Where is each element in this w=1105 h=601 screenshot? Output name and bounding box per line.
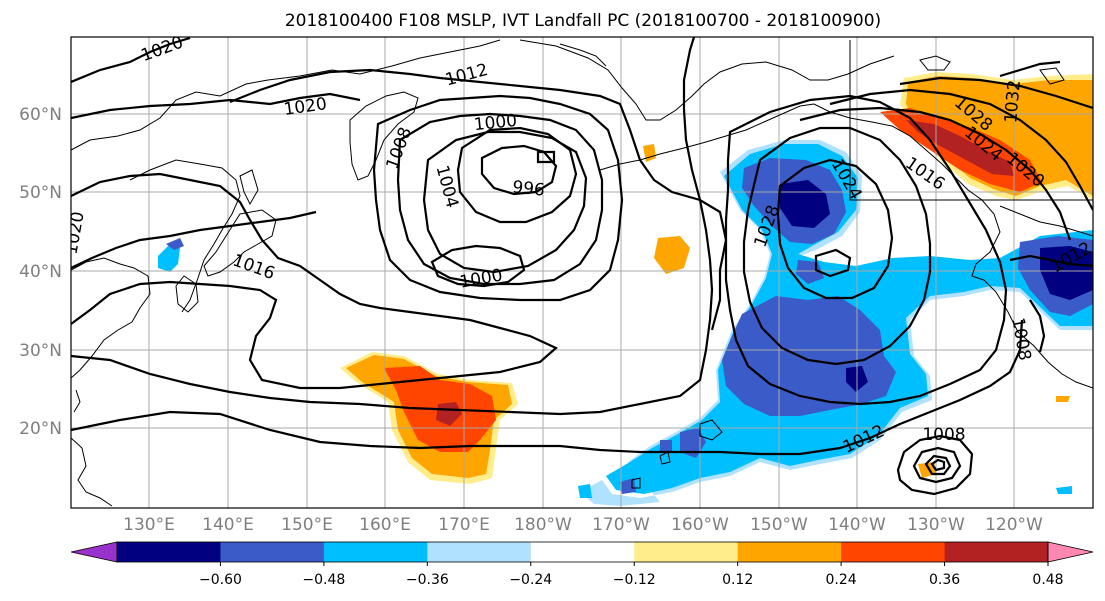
- negative-ivt-anomalies: [158, 140, 1093, 506]
- lon-label: 140°E: [202, 515, 254, 535]
- lat-label-60n: 60°N: [19, 105, 62, 125]
- lon-label: 130°E: [123, 515, 175, 535]
- colorbar-swatch: [634, 542, 739, 562]
- colorbar-swatch: [530, 542, 635, 562]
- isobar-label: 1000: [473, 111, 518, 135]
- colorbar-swatch: [944, 542, 1049, 562]
- positive-ivt-anomalies: [340, 72, 1093, 484]
- map-area: 1020 1020 1012 1000 996 1004 1008 1000 1…: [71, 37, 1093, 508]
- lat-label-50n: 50°N: [19, 183, 62, 203]
- colorbar-swatch: [323, 542, 428, 562]
- isobar-label: 996: [511, 177, 545, 200]
- colorbar-tick-label: 0.48: [1032, 572, 1063, 588]
- colorbar-swatch: [220, 542, 325, 562]
- lon-label: 160°E: [359, 515, 411, 535]
- colorbar-tick-label: 0.24: [826, 572, 857, 588]
- colorbar-swatch: [737, 542, 842, 562]
- colorbar-extend-low: [70, 541, 118, 563]
- isobar-label: 1032: [1001, 79, 1025, 124]
- lat-label-20n: 20°N: [19, 419, 62, 439]
- graticule: [71, 37, 1093, 508]
- colorbar-tick-label: 0.12: [722, 572, 753, 588]
- lon-label: 160°W: [671, 515, 729, 535]
- colorbar-tick-label: −0.48: [302, 572, 345, 588]
- lat-label-40n: 40°N: [19, 262, 62, 282]
- lon-label: 170°W: [592, 515, 650, 535]
- colorbar-tick-label: −0.60: [199, 572, 242, 588]
- map-title: 2018100400 F108 MSLP, IVT Landfall PC (2…: [285, 11, 881, 31]
- colorbar-swatch: [841, 542, 946, 562]
- colorbar: −0.60 −0.48 −0.36 −0.24 −0.12 0.12 0.24 0.36 0.4…: [70, 541, 1094, 588]
- longitude-labels: 130°E 140°E 150°E 160°E 170°E 180°W 170°…: [123, 515, 1043, 535]
- isobars: [71, 37, 1093, 496]
- lon-label: 170°E: [438, 515, 490, 535]
- colorbar-swatch: [427, 542, 532, 562]
- colorbar-tick-label: −0.24: [509, 572, 552, 588]
- colorbar-tick-label: −0.12: [613, 572, 656, 588]
- map-frame: [70, 36, 1094, 509]
- lon-label: 180°W: [514, 515, 572, 535]
- lon-label: 140°W: [828, 515, 886, 535]
- colorbar-extend-high: [1047, 541, 1094, 563]
- colorbar-tick-label: −0.36: [406, 572, 449, 588]
- lat-label-30n: 30°N: [19, 341, 62, 361]
- lon-label: 120°W: [985, 515, 1043, 535]
- colorbar-swatch: [117, 542, 221, 562]
- colorbar-tick-label: 0.36: [929, 572, 960, 588]
- isobar-label: 1008: [922, 425, 965, 445]
- lon-label: 150°E: [281, 515, 333, 535]
- lon-label: 150°W: [750, 515, 808, 535]
- colorbar-frame: [116, 541, 1049, 563]
- latitude-labels: 60°N 50°N 40°N 30°N 20°N: [19, 105, 62, 439]
- lon-label: 130°W: [907, 515, 965, 535]
- coastlines: [71, 39, 1093, 507]
